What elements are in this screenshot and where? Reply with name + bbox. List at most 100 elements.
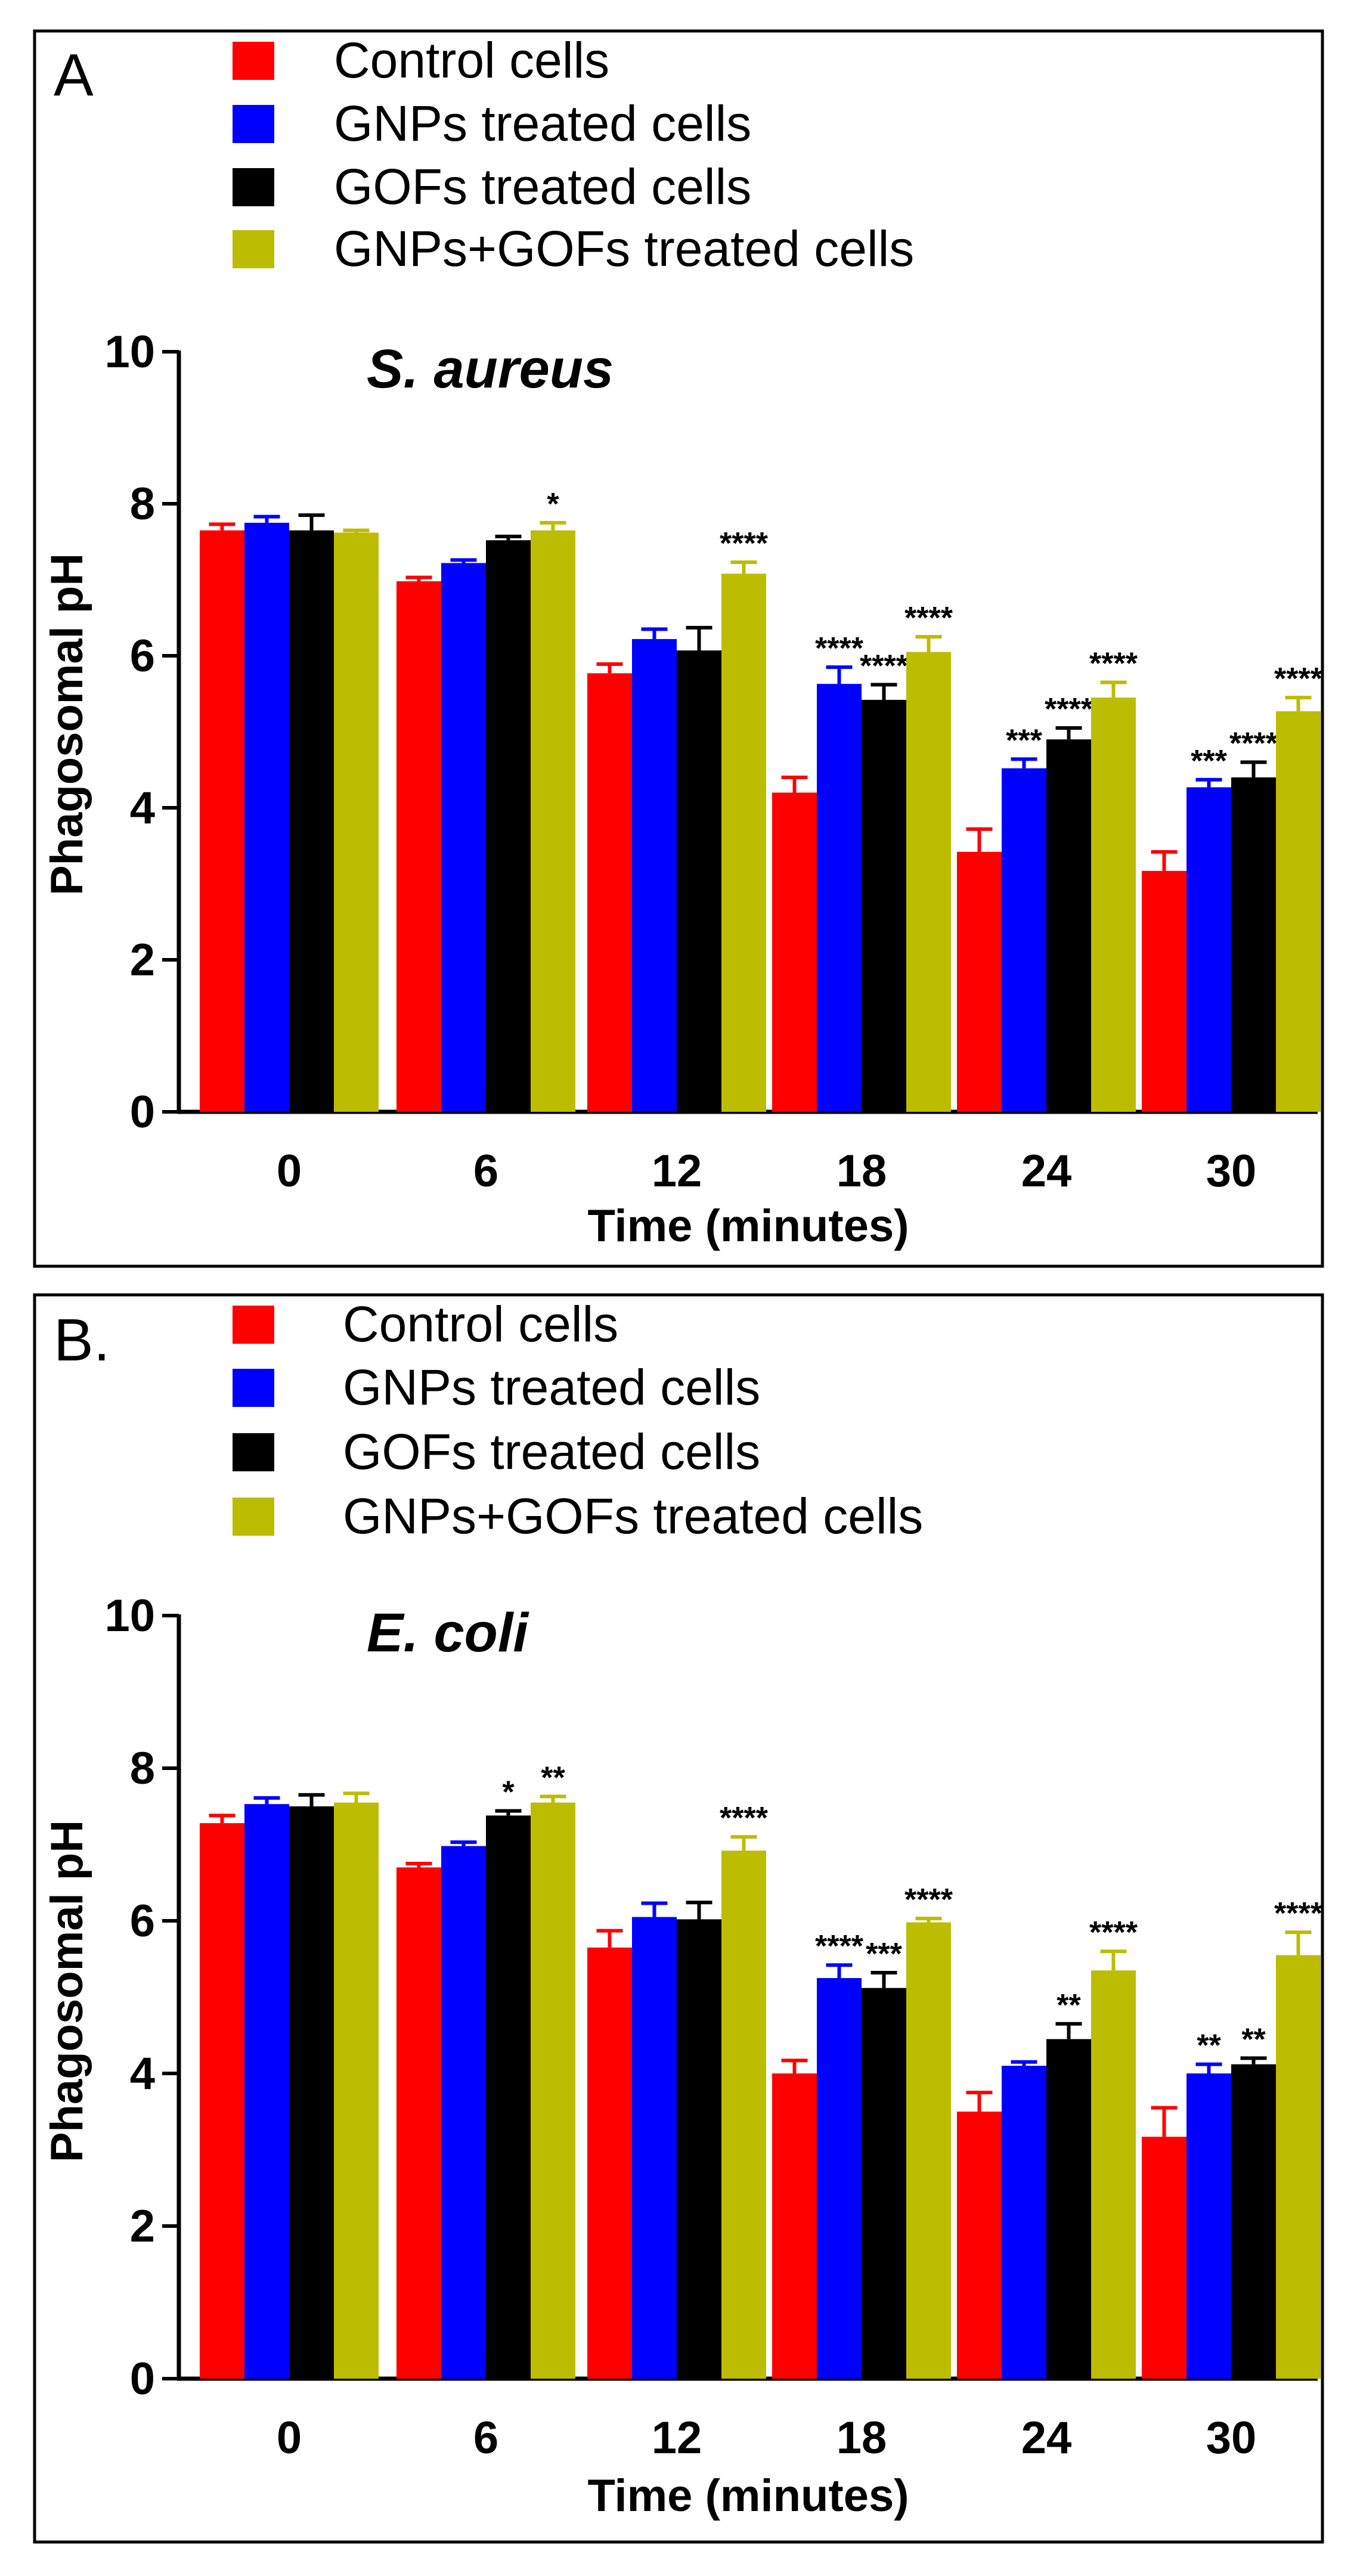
bar-0-3 — [772, 792, 817, 1112]
legend-label-2: GOFs treated cells — [334, 159, 751, 215]
y-tick-label-0: 0 — [130, 2354, 155, 2404]
bar-1-5 — [1186, 787, 1231, 1112]
legend-label-1: GNPs treated cells — [343, 1359, 760, 1415]
x-tick-label-0: 0 — [277, 2413, 302, 2463]
y-tick-label-5: 10 — [104, 1591, 155, 1641]
bar-0-4 — [957, 2112, 1002, 2379]
x-tick-label-2: 12 — [652, 2413, 702, 2463]
bar-3-4 — [1091, 698, 1136, 1112]
bar-2-3 — [862, 1988, 906, 2379]
bar-3-1 — [531, 530, 575, 1112]
panel-b-legend: Control cells GNPs treated cells GOFs trea… — [233, 1296, 923, 1544]
y-tick-label-3: 6 — [130, 631, 155, 681]
legend-swatch-3 — [233, 1498, 274, 1536]
bar-1-3 — [817, 1978, 862, 2379]
bar-0-0 — [200, 1823, 244, 2379]
significance-1-4: *** — [1006, 723, 1042, 758]
bar-2-3 — [862, 699, 906, 1112]
panel-b: B. Control cells GNPs treated cells GOFs t… — [33, 1293, 1324, 2544]
bar-3-0 — [334, 532, 379, 1112]
bar-0-1 — [396, 581, 441, 1112]
x-tick-label-5: 30 — [1206, 2413, 1257, 2463]
bar-1-4 — [1002, 768, 1046, 1112]
panel-a-title: S. aureus — [367, 339, 614, 399]
panel-b-bars: ******************************** — [200, 1760, 1323, 2379]
panel-a-label: A — [54, 42, 94, 109]
legend-swatch-1 — [233, 105, 274, 143]
bar-3-0 — [334, 1802, 379, 2379]
bar-2-0 — [289, 530, 334, 1112]
bar-1-4 — [1002, 2066, 1046, 2379]
significance-2-4: **** — [1045, 692, 1093, 727]
panel-a-frame — [33, 29, 1324, 1268]
panel-a: A Control cells GNPs treated cells GOFs tr… — [33, 29, 1324, 1268]
legend-label-0: Control cells — [343, 1296, 618, 1352]
bar-2-5 — [1231, 777, 1276, 1112]
legend-label-0: Control cells — [334, 32, 609, 88]
bar-1-2 — [632, 638, 677, 1112]
bar-2-1 — [486, 1815, 531, 2379]
legend-label-3: GNPs+GOFs treated cells — [334, 221, 914, 277]
bar-0-3 — [772, 2073, 817, 2379]
legend-label-2: GOFs treated cells — [343, 1424, 760, 1480]
panel-b-xlabel: Time (minutes) — [587, 2470, 909, 2521]
bar-1-0 — [244, 1804, 289, 2379]
y-tick-label-4: 8 — [130, 479, 155, 529]
x-tick-label-5: 30 — [1206, 1146, 1257, 1196]
bar-1-1 — [441, 563, 486, 1112]
bar-1-0 — [244, 522, 289, 1112]
bar-2-5 — [1231, 2064, 1276, 2379]
significance-3-4: **** — [1089, 647, 1138, 681]
bar-0-2 — [587, 1947, 632, 2379]
x-tick-label-4: 24 — [1021, 2413, 1072, 2463]
significance-1-5: ** — [1197, 2029, 1221, 2063]
bar-3-3 — [906, 652, 951, 1112]
panel-a-xlabel: Time (minutes) — [587, 1201, 909, 1251]
bar-0-5 — [1142, 2137, 1186, 2379]
bar-1-3 — [817, 684, 862, 1112]
legend-swatch-0 — [233, 1306, 274, 1344]
x-tick-label-0: 0 — [277, 1146, 302, 1196]
panel-a-legend: Control cells GNPs treated cells GOFs trea… — [233, 32, 914, 277]
bar-3-5 — [1276, 1955, 1321, 2379]
legend-swatch-2 — [233, 168, 274, 206]
significance-1-5: *** — [1191, 744, 1227, 779]
x-tick-label-2: 12 — [652, 1146, 702, 1196]
panel-b-ylabel: Phagosomal pH — [42, 1820, 92, 2162]
significance-3-3: **** — [904, 1883, 953, 1917]
bar-1-2 — [632, 1917, 677, 2379]
significance-3-5: **** — [1274, 662, 1323, 696]
legend-swatch-0 — [233, 42, 274, 80]
legend-swatch-1 — [233, 1369, 274, 1407]
legend-swatch-3 — [233, 230, 274, 268]
y-tick-label-2: 4 — [130, 783, 155, 833]
significance-2-3: *** — [866, 1937, 902, 1971]
bar-1-1 — [441, 1846, 486, 2379]
y-tick-label-4: 8 — [130, 1743, 155, 1794]
legend-swatch-2 — [233, 1433, 274, 1471]
bar-0-1 — [396, 1867, 441, 2379]
bar-2-1 — [486, 540, 531, 1112]
significance-2-4: ** — [1057, 1988, 1081, 2023]
bar-3-5 — [1276, 711, 1321, 1112]
significance-2-3: **** — [860, 649, 909, 683]
significance-3-1: * — [547, 487, 559, 522]
x-tick-label-3: 18 — [837, 2413, 887, 2463]
panel-b-frame — [33, 1293, 1324, 2544]
bar-2-2 — [677, 650, 721, 1112]
bar-3-4 — [1091, 1970, 1136, 2379]
y-tick-label-3: 6 — [130, 1896, 155, 1946]
bar-0-0 — [200, 530, 244, 1112]
significance-1-3: **** — [815, 631, 864, 666]
y-tick-label-2: 4 — [130, 2048, 155, 2099]
significance-1-3: **** — [815, 1929, 864, 1964]
bar-2-2 — [677, 1919, 721, 2379]
significance-2-5: **** — [1229, 727, 1278, 761]
bar-0-2 — [587, 673, 632, 1112]
significance-3-2: **** — [720, 526, 769, 561]
bar-2-0 — [289, 1806, 334, 2379]
bar-2-4 — [1046, 739, 1091, 1112]
x-tick-label-4: 24 — [1021, 1146, 1072, 1196]
x-tick-label-3: 18 — [837, 1146, 887, 1196]
y-tick-label-1: 2 — [130, 2201, 155, 2252]
